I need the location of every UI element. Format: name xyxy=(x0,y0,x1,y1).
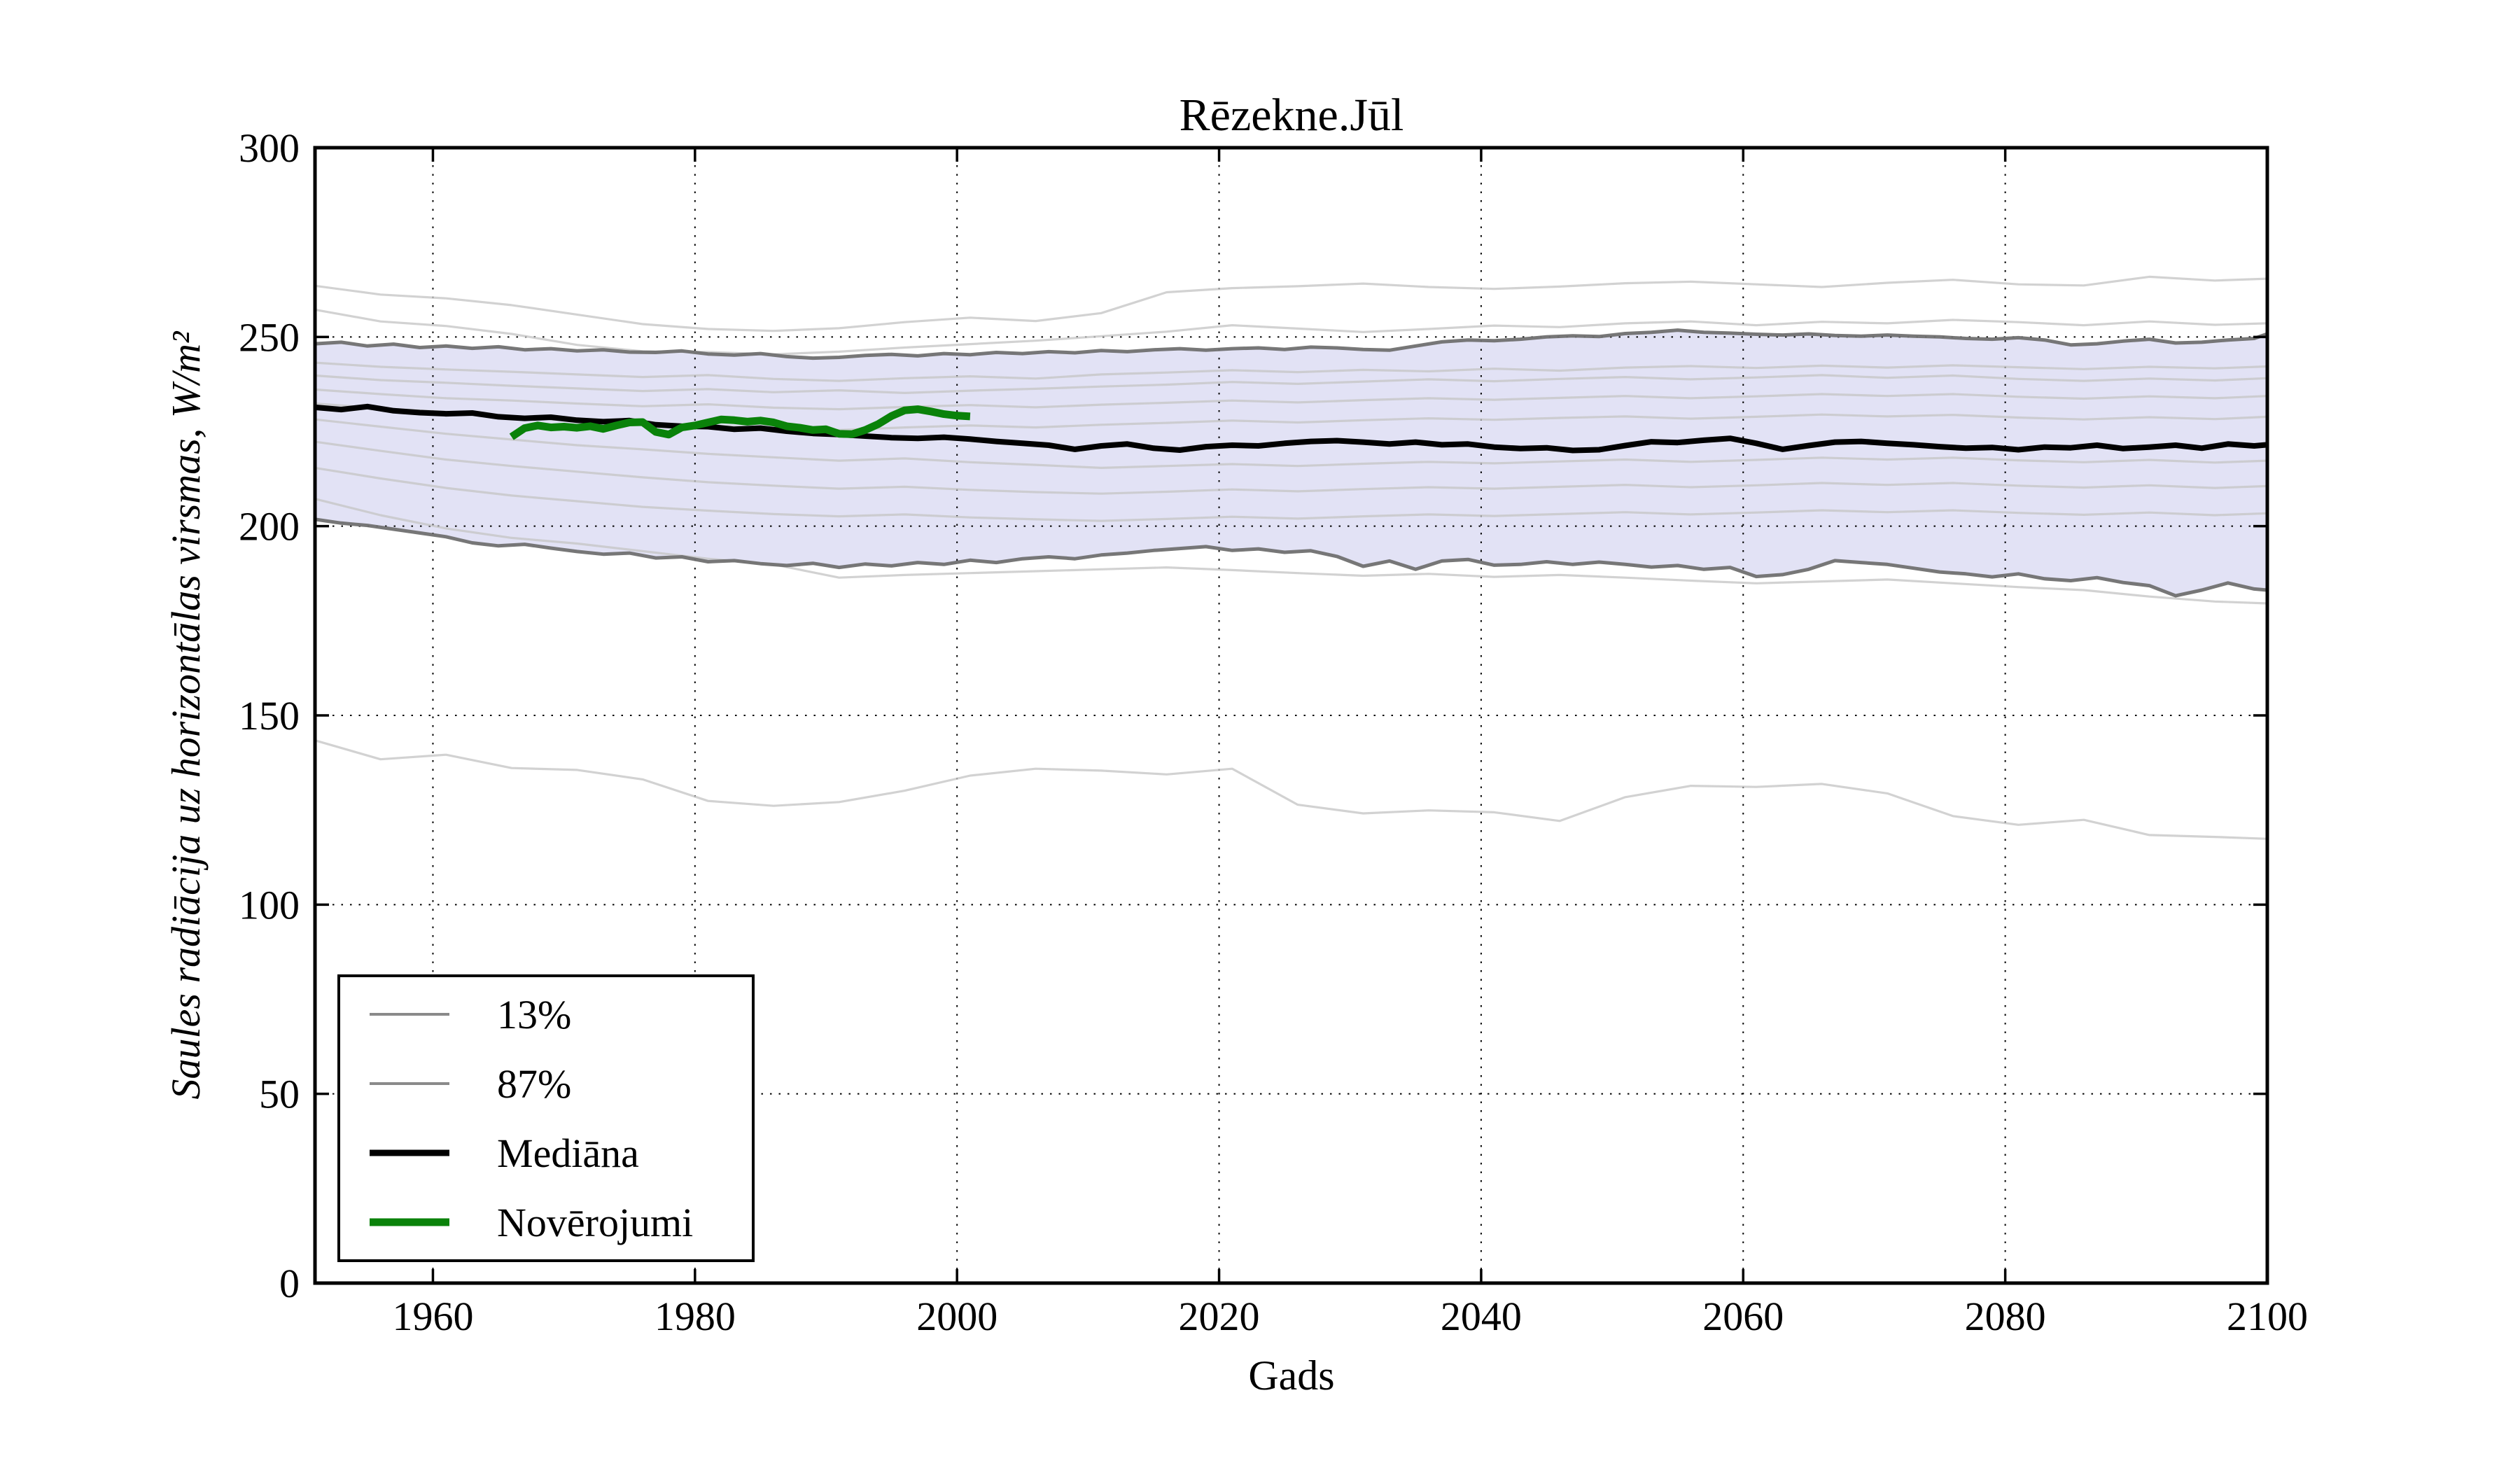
series-ensemble xyxy=(314,440,2268,495)
series-ensemble xyxy=(314,739,2268,840)
series-observations xyxy=(509,405,971,440)
y-tick-label: 50 xyxy=(259,1072,300,1117)
axis-tick-labels: 1960 1980 2000 2020 2040 2060 2080 2100 0 50 100 15… xyxy=(239,125,2308,1339)
series-ensemble xyxy=(314,374,2268,395)
x-tick-label: 2040 xyxy=(1441,1294,1522,1339)
legend: 13% 87% Mediāna Novērojumi xyxy=(337,974,755,1262)
quantile-band-fill xyxy=(315,330,2267,596)
uncertainty-band xyxy=(315,330,2267,596)
legend-label: Mediāna xyxy=(497,1130,639,1176)
x-tick-label: 1980 xyxy=(654,1294,736,1339)
series-ensemble xyxy=(314,388,2268,411)
y-tick-label: 0 xyxy=(279,1261,300,1306)
legend-box xyxy=(337,974,755,1262)
y-tick-label: 100 xyxy=(239,882,300,927)
x-tick-label: 2100 xyxy=(2227,1294,2308,1339)
series-ensemble xyxy=(314,275,2268,332)
legend-label: 87% xyxy=(497,1061,571,1107)
data-series xyxy=(314,275,2268,840)
y-tick-label: 200 xyxy=(239,504,300,550)
x-tick-label: 2020 xyxy=(1179,1294,1260,1339)
legend-label: 13% xyxy=(497,992,571,1037)
x-axis-label: Gads xyxy=(1248,1352,1334,1399)
legend-label: Novērojumi xyxy=(497,1200,693,1245)
series-ensemble xyxy=(314,361,2268,382)
x-tick-label: 1960 xyxy=(392,1294,473,1339)
x-tick-label: 2080 xyxy=(1965,1294,2046,1339)
axis-ticks xyxy=(315,146,2269,1284)
y-tick-label: 300 xyxy=(239,125,300,171)
y-tick-label: 250 xyxy=(239,314,300,360)
series-ensemble xyxy=(314,498,2268,605)
series-ensemble xyxy=(314,466,2268,522)
series-ensemble xyxy=(314,418,2268,470)
series-quantile_lower xyxy=(314,517,2268,598)
y-tick-label: 150 xyxy=(239,693,300,738)
x-tick-label: 2060 xyxy=(1702,1294,1784,1339)
y-axis-label: Saules radiācija uz horizontālas virsmas… xyxy=(163,330,209,1099)
x-tick-label: 2000 xyxy=(916,1294,997,1339)
chart-title: Rēzekne.Jūl xyxy=(1180,90,1404,141)
series-quantile_upper xyxy=(314,328,2268,360)
